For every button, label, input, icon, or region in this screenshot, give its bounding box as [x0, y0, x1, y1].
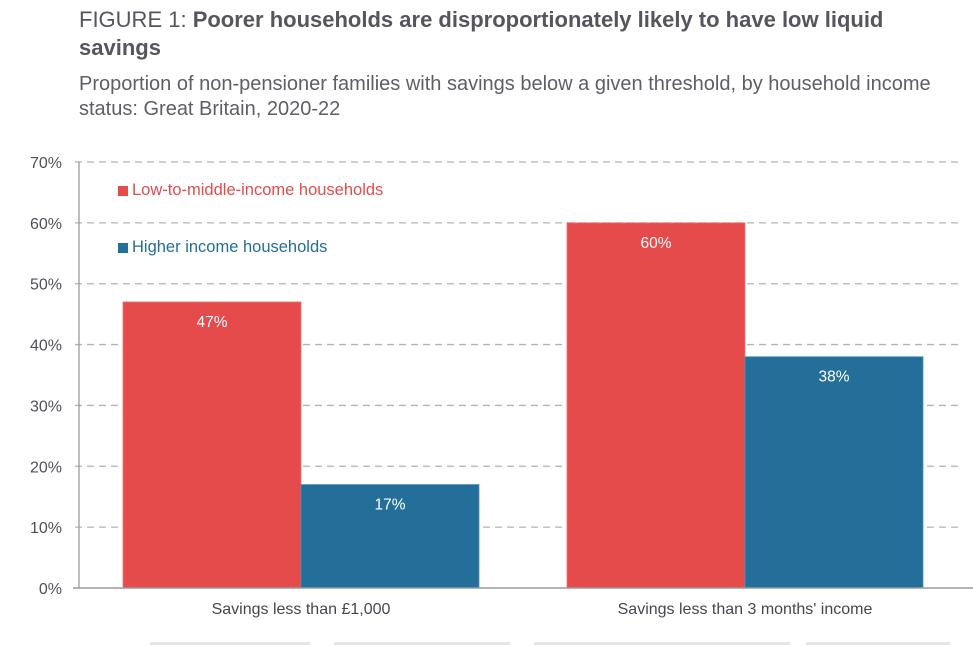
x-category-label: Savings less than £1,000 [212, 601, 391, 618]
legend-label: Higher income households [132, 238, 327, 256]
bar-higher-income [300, 484, 480, 589]
y-tick-label: 40% [30, 338, 62, 355]
data-label: 38% [818, 369, 849, 386]
figure-label: FIGURE 1: [79, 7, 193, 32]
y-tick-label: 30% [30, 398, 62, 415]
y-tick-label: 10% [30, 520, 62, 537]
y-tick-label: 20% [30, 459, 62, 476]
x-category-label: Savings less than 3 months' income [618, 601, 873, 618]
figure-title: Poorer households are disproportionately… [79, 7, 884, 60]
data-label: 60% [640, 235, 671, 252]
data-label: 17% [374, 497, 405, 514]
legend-swatch [118, 243, 128, 253]
legend-label: Low-to-middle-income households [132, 181, 383, 199]
y-tick-label: 0% [39, 581, 62, 598]
bar-low-to-middle-income [566, 222, 746, 589]
legend-swatch [118, 186, 128, 196]
footnote-cropped [150, 636, 950, 646]
chart-subtitle: Proportion of non-pensioner families wit… [79, 73, 931, 120]
bar-low-to-middle-income [122, 301, 302, 589]
data-label: 47% [196, 314, 227, 331]
bar-higher-income [744, 356, 924, 589]
y-tick-label: 60% [30, 216, 62, 233]
chart-title: FIGURE 1: Poorer households are dispropo… [79, 6, 959, 62]
y-tick-label: 70% [30, 155, 62, 172]
y-tick-label: 50% [30, 277, 62, 294]
